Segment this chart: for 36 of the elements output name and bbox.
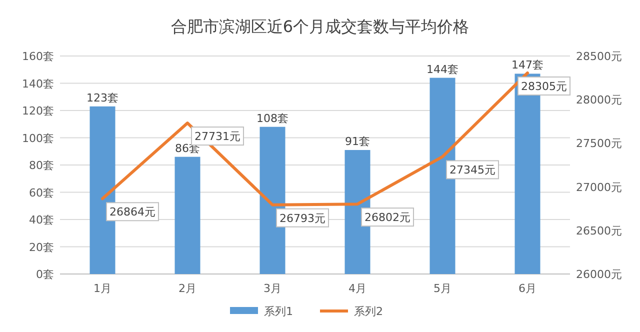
y-tick-label: 0套: [36, 268, 54, 281]
data-label: 144套: [426, 62, 458, 76]
y-tick-label: 140套: [22, 77, 54, 90]
data-label: 26864元: [110, 206, 156, 219]
chart-title: 合肥市滨湖区近6个月成交套数与平均价格: [170, 17, 470, 36]
data-label: 27345元: [450, 164, 496, 177]
y2-tick-label: 28000元: [576, 94, 622, 107]
data-label: 147套: [512, 58, 544, 72]
y-tick-label: 160套: [22, 50, 54, 63]
data-label: 27731元: [194, 130, 240, 144]
data-label: 26802元: [364, 211, 410, 224]
data-label: 26793元: [280, 212, 326, 225]
data-label: 108套: [256, 112, 288, 125]
y-tick-label: 20套: [29, 240, 54, 254]
y-tick-label: 120套: [22, 104, 54, 118]
y2-tick-label: 26500元: [576, 224, 622, 238]
y-tick-label: 100套: [22, 132, 54, 145]
x-tick-label: 6月: [518, 282, 536, 295]
bar: [174, 156, 200, 274]
y2-tick-label: 26000元: [576, 268, 622, 281]
legend-label: 系列1: [264, 305, 293, 318]
data-label: 28305元: [521, 80, 567, 94]
y2-tick-label: 27000元: [576, 180, 622, 194]
x-tick-label: 1月: [94, 282, 112, 295]
y-tick-label: 60套: [29, 186, 54, 200]
y-tick-label: 40套: [29, 214, 54, 226]
x-tick-label: 4月: [348, 282, 366, 295]
x-tick-label: 3月: [264, 282, 282, 295]
data-label: 123套: [86, 91, 118, 104]
x-tick-label: 5月: [434, 282, 452, 295]
y2-tick-label: 28500元: [576, 50, 622, 63]
y-tick-label: 80套: [29, 159, 54, 172]
legend-label: 系列2: [354, 305, 383, 318]
y2-tick-label: 27500元: [576, 137, 622, 150]
data-label: 91套: [345, 135, 370, 148]
x-tick-label: 2月: [178, 282, 196, 295]
